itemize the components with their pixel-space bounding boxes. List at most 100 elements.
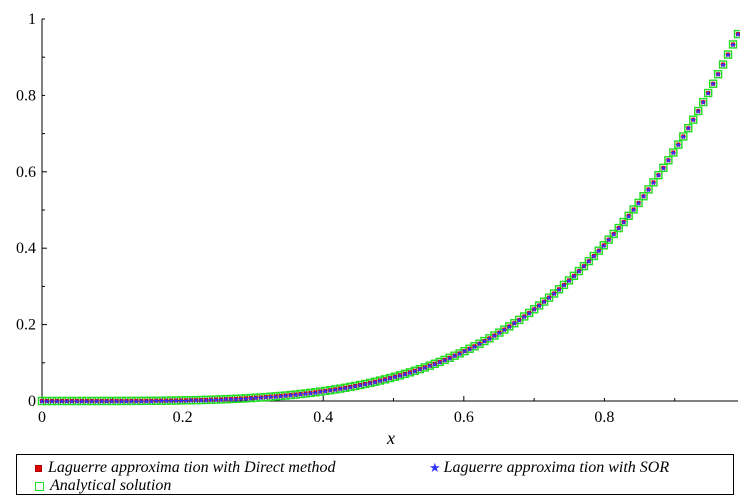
sor-point: ★ <box>431 360 438 369</box>
sor-point: ★ <box>98 397 105 406</box>
sor-point: ★ <box>690 116 697 125</box>
sor-point: ★ <box>217 395 224 404</box>
direct-point <box>492 333 497 338</box>
sor-point: ★ <box>680 132 687 141</box>
sor-point: ★ <box>158 397 165 406</box>
direct-point <box>407 370 412 375</box>
sor-point: ★ <box>168 397 175 406</box>
direct-point <box>194 398 199 403</box>
direct-point <box>706 91 711 96</box>
sor-point: ★ <box>560 281 567 290</box>
sor-point: ★ <box>317 388 324 397</box>
direct-point <box>258 395 263 400</box>
direct-point <box>139 398 144 403</box>
analytical-point <box>475 339 484 348</box>
direct-point <box>681 134 686 139</box>
direct-point <box>686 126 691 131</box>
direct-point <box>457 351 462 356</box>
direct-point <box>557 287 562 292</box>
sor-point: ★ <box>496 329 503 338</box>
direct-point <box>328 388 333 393</box>
direct-point <box>432 361 437 366</box>
chart-plot: 00.20.40.60.810 0.2 0.4 0.6 0.8 ★★★★★★★★★★★★… <box>16 11 740 448</box>
direct-point <box>308 390 313 395</box>
direct-point <box>472 344 477 349</box>
direct-point <box>348 384 353 389</box>
direct-point <box>581 264 586 269</box>
sor-point: ★ <box>247 394 254 403</box>
sor-point: ★ <box>715 70 722 79</box>
direct-point <box>114 398 119 403</box>
sor-point: ★ <box>68 397 75 406</box>
sor-point: ★ <box>88 397 95 406</box>
direct-point <box>174 398 179 403</box>
sor-point: ★ <box>391 373 398 382</box>
sor-point: ★ <box>352 382 359 391</box>
direct-point <box>547 295 552 300</box>
sor-point: ★ <box>292 391 299 400</box>
sor-point: ★ <box>103 397 110 406</box>
y-tick-label: 0.8 <box>16 87 36 104</box>
sor-point: ★ <box>411 367 418 376</box>
open-green-square-icon <box>35 481 44 491</box>
analytical-point <box>644 185 653 194</box>
sor-point: ★ <box>426 362 433 371</box>
analytical-point <box>723 50 733 59</box>
sor-point: ★ <box>580 262 587 271</box>
sor-point: ★ <box>630 205 637 214</box>
analytical-point <box>733 29 740 39</box>
sor-point: ★ <box>531 305 538 314</box>
sor-point: ★ <box>138 397 145 406</box>
direct-point <box>646 187 651 192</box>
sor-point: ★ <box>565 276 572 285</box>
sor-point: ★ <box>441 356 448 365</box>
direct-point <box>248 396 253 401</box>
red-square-icon <box>35 464 42 472</box>
sor-point: ★ <box>555 285 562 294</box>
analytical-point <box>624 211 633 221</box>
legend-item-analytical: Analytical solution <box>35 477 171 495</box>
analytical-point <box>470 342 479 351</box>
analytical-point <box>594 246 603 255</box>
x-tick-label: 0.4 <box>313 409 333 426</box>
sor-point: ★ <box>163 397 170 406</box>
direct-point <box>576 269 581 274</box>
sor-point: ★ <box>481 337 488 346</box>
legend: Laguerre approxima tion with Direct meth… <box>16 454 734 495</box>
direct-point <box>338 386 343 391</box>
direct-point <box>184 398 189 403</box>
analytical-point <box>639 192 648 201</box>
analytical-point <box>699 97 708 107</box>
sor-point: ★ <box>650 178 657 187</box>
sor-point: ★ <box>282 391 289 400</box>
tick-marks <box>41 18 676 402</box>
x-axis-label: x <box>386 428 395 448</box>
direct-point <box>263 395 268 400</box>
direct-point <box>238 396 243 401</box>
sor-point: ★ <box>262 393 269 402</box>
direct-point <box>621 220 626 225</box>
sor-point: ★ <box>491 331 498 340</box>
sor-point: ★ <box>590 252 597 261</box>
sor-point: ★ <box>625 212 632 221</box>
direct-point <box>666 158 671 163</box>
direct-point <box>124 398 129 403</box>
sor-point: ★ <box>173 396 180 405</box>
direct-point <box>273 394 278 399</box>
sor-point: ★ <box>73 397 80 406</box>
sor-point: ★ <box>53 397 60 406</box>
sor-point: ★ <box>183 396 190 405</box>
direct-point <box>462 349 467 354</box>
direct-point <box>209 397 214 402</box>
sor-point: ★ <box>451 352 458 361</box>
direct-point <box>233 396 238 401</box>
sor-point: ★ <box>645 185 652 194</box>
direct-point <box>636 200 641 205</box>
sor-point: ★ <box>541 298 548 307</box>
sor-point: ★ <box>93 397 100 406</box>
direct-point <box>611 231 616 236</box>
sor-point: ★ <box>655 171 662 180</box>
sor-point: ★ <box>207 396 214 405</box>
analytical-point <box>549 289 559 298</box>
sor-point: ★ <box>108 397 115 406</box>
